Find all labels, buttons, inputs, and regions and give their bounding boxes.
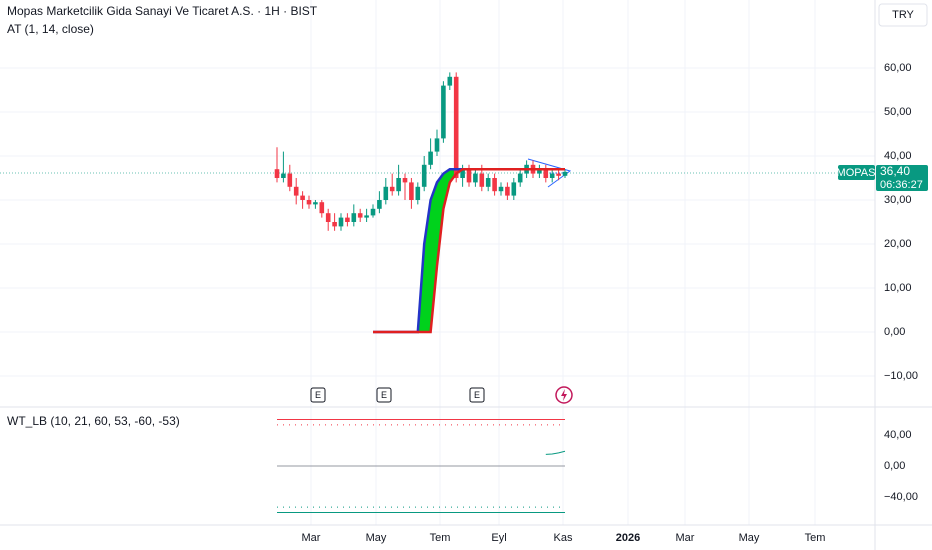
candle-body: [389, 186, 395, 192]
price-tag: [876, 165, 928, 191]
symbol-title: Mopas Marketcilik Gida Sanayi Ve Ticaret…: [7, 4, 318, 18]
at-line: [373, 167, 565, 334]
candle-body: [473, 173, 478, 183]
indicator-label[interactable]: AT (1, 14, close): [7, 22, 94, 36]
event-label: E: [315, 390, 321, 400]
indicator-label[interactable]: WT_LB (10, 21, 60, 53, -60, -53): [7, 414, 180, 428]
candle-body: [498, 186, 504, 192]
y-tick-label: 40,00: [884, 429, 912, 441]
y-tick-label: 10,00: [884, 282, 912, 294]
candle-body: [453, 76, 459, 178]
candle-body: [505, 186, 510, 196]
y-tick-label: −40,00: [884, 491, 918, 503]
time-label: Mar: [302, 532, 321, 544]
event-label: E: [381, 390, 387, 400]
candle-body: [345, 217, 350, 222]
candle-body: [543, 169, 549, 178]
candle-body: [441, 85, 446, 139]
time-label: Tem: [805, 532, 826, 544]
candle-body: [428, 151, 433, 165]
y-tick-label: 30,00: [884, 194, 912, 206]
time-label: May: [739, 532, 760, 544]
symbol-tag-text: MOPAS: [837, 167, 876, 179]
y-tick-label: 60,00: [884, 62, 912, 74]
candle-body: [485, 178, 491, 187]
time-label: May: [366, 532, 387, 544]
dividend-icon: [561, 389, 567, 401]
symbol-tag: [838, 165, 875, 180]
candle-body: [415, 186, 421, 200]
event-icon[interactable]: [469, 387, 485, 403]
candle-body: [479, 173, 485, 187]
candle-body: [537, 169, 542, 174]
candle-body: [562, 171, 568, 176]
candle-body: [434, 138, 440, 152]
candle-body: [396, 178, 401, 192]
candle-body: [364, 215, 369, 218]
candle-body: [460, 169, 465, 178]
candle-body: [492, 178, 497, 192]
dividend-icon[interactable]: [555, 386, 573, 404]
candle-body: [338, 217, 344, 227]
candle-body: [306, 200, 312, 205]
event-icon[interactable]: [310, 387, 326, 403]
at-line: [373, 167, 565, 334]
time-label: Mar: [676, 532, 695, 544]
candle-body: [409, 182, 414, 200]
y-tick-label: 50,00: [884, 106, 912, 118]
countdown: 06:36:27: [880, 179, 923, 191]
currency-button[interactable]: [878, 3, 928, 27]
candle-body: [421, 164, 427, 187]
candle-body: [549, 173, 555, 178]
candle-body: [287, 173, 293, 187]
candle-body: [332, 222, 337, 227]
y-tick-label: −10,00: [884, 370, 918, 382]
candle-body: [319, 202, 325, 214]
currency[interactable]: TRY: [892, 9, 914, 21]
event-icon[interactable]: [376, 387, 392, 403]
time-label: 2026: [616, 532, 640, 544]
time-label: Tem: [430, 532, 451, 544]
candle-body: [466, 169, 472, 183]
candle-body: [517, 173, 523, 183]
time-label: Kas: [554, 532, 573, 544]
candle-body: [293, 186, 299, 196]
candle-body: [511, 182, 517, 196]
candle-body: [357, 213, 363, 218]
wave-line: [545, 450, 566, 455]
triangle-drawing[interactable]: [527, 158, 572, 188]
event-label: E: [474, 390, 480, 400]
candle-body: [383, 186, 389, 200]
candle-body: [274, 169, 280, 178]
y-tick-label: 40,00: [884, 150, 912, 162]
candle-body: [402, 178, 408, 183]
time-label: Eyl: [491, 532, 506, 544]
candle-body: [300, 195, 305, 200]
candle-body: [556, 173, 561, 176]
candle-body: [377, 200, 382, 209]
candle-body: [370, 208, 376, 216]
candle-body: [447, 76, 453, 86]
y-tick-label: 0,00: [884, 326, 905, 338]
candle-body: [325, 213, 331, 222]
y-tick-label: 0,00: [884, 460, 905, 472]
candle-body: [313, 202, 318, 205]
candle-body: [351, 213, 357, 222]
at-band: [373, 169, 565, 332]
price-scale-bg: [875, 0, 932, 550]
y-tick-label: 20,00: [884, 238, 912, 250]
candle-body: [281, 173, 286, 178]
last-price: 36,40: [880, 164, 910, 178]
